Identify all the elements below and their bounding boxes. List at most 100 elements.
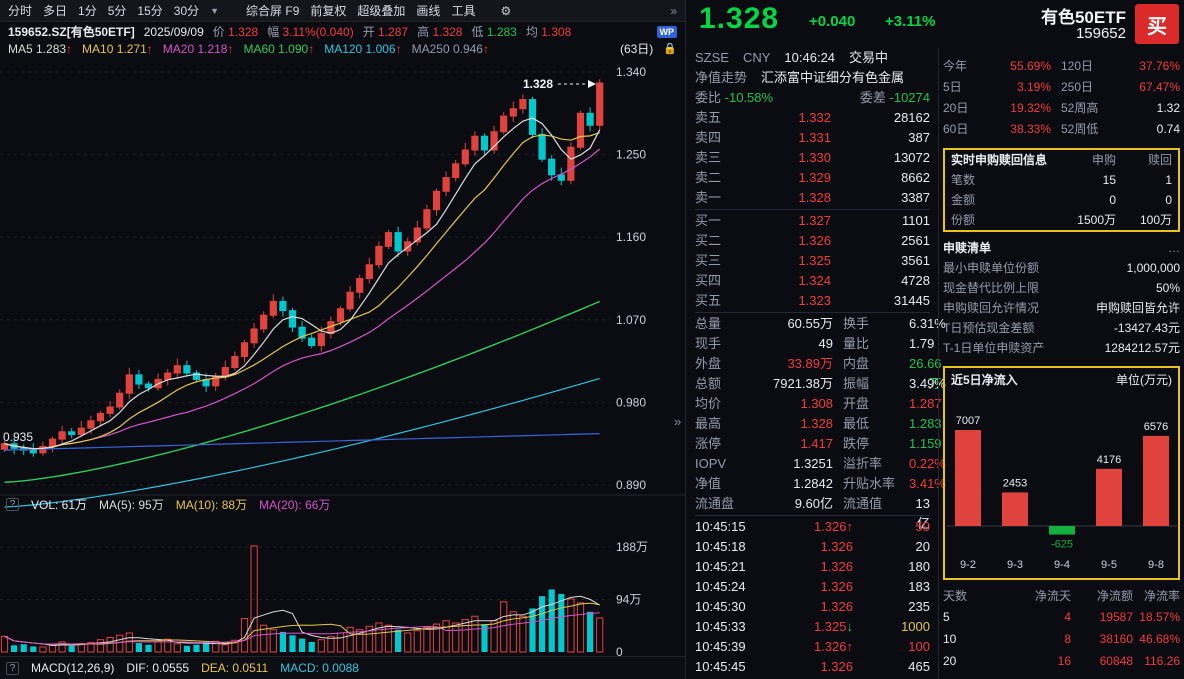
toolbar-tab-0[interactable]: 分时	[8, 4, 33, 18]
ask-row-3[interactable]: 卖三 1.330 13072	[695, 150, 930, 165]
stat-row-7: IOPV 1.3251 溢折率 0.22%	[695, 456, 946, 471]
ask-row-4[interactable]: 卖四 1.331 387	[695, 130, 930, 145]
rt-title: 实时申购赎回信息	[951, 153, 1048, 167]
bid-row-2[interactable]: 买二 1.326 2561	[695, 233, 930, 248]
svg-text:1.160: 1.160	[616, 230, 646, 244]
toolbar-menu-2[interactable]: 超级叠加	[357, 4, 406, 18]
svg-text:188万: 188万	[616, 540, 648, 554]
lock-icon[interactable]: 🔒	[663, 43, 677, 55]
period-returns: 今年 55.69% 120日 37.76% 5日 3.19% 250日 67.47% 20日 19…	[943, 56, 1180, 140]
ma-legend-bar: MA5 1.283↑ MA10 1.271↑ MA20 1.218↑ MA60 1.0…	[0, 40, 685, 57]
quote-info-bar: 159652.SZ[有色50ETF] 2025/09/09 价 1.328 幅 3.1…	[0, 23, 685, 40]
currency-label: CNY	[742, 50, 771, 65]
chevron-down-icon[interactable]: ▼	[210, 5, 220, 16]
help-icon[interactable]: ?	[6, 661, 19, 675]
tick-row-5: 10:45:33 1.325↓ 1000	[695, 619, 930, 634]
vol-legend-item-1: MA(5): 95万	[99, 498, 164, 512]
tick-row-1: 10:45:18 1.326 20	[695, 539, 930, 554]
rt-col-subscribe: 申购	[1091, 153, 1116, 167]
stat-row-0: 总量 60.55万 换手 6.31%	[695, 316, 946, 331]
bid-row-3[interactable]: 买三 1.325 3561	[695, 253, 930, 268]
svg-text:9-5: 9-5	[1101, 559, 1117, 571]
panel-collapse-handle[interactable]: »	[674, 414, 682, 429]
toolbar-menu-1[interactable]: 前复权	[310, 4, 347, 18]
svg-text:4176: 4176	[1097, 454, 1121, 466]
market-time: 10:46:24	[784, 50, 836, 65]
toolbar-menu-4[interactable]: 工具	[451, 4, 476, 18]
redeem-row-2: 申购赎回允许情况 申购赎回皆允许	[943, 301, 1180, 315]
ma-legend-MA120: MA120 1.006↑	[324, 41, 402, 56]
svg-text:7007: 7007	[956, 415, 980, 427]
ma-legend-MA5: MA5 1.283↑	[8, 41, 73, 56]
help-icon[interactable]: ?	[6, 498, 19, 511]
svg-text:0.935: 0.935	[3, 430, 33, 444]
toolbar-tab-5[interactable]: 30分	[173, 4, 200, 18]
quote-header: 1.328 +0.040 +3.11% 有色50ETF 159652 买	[687, 0, 1184, 48]
time-and-sales[interactable]: 10:45:15 1.326↑ 50 10:45:18 1.326 20 10:45:21 1…	[695, 517, 930, 677]
redeem-list-header: 申赎清单 …	[943, 238, 1180, 258]
redeem-row-4: T-1日单位申赎资产 1284212.57元	[943, 341, 1180, 355]
net-inflow-box: 近5日净流入 单位(万元) 7007 9-2 2453 9-3 -625 9-4 4176 9…	[943, 366, 1180, 580]
svg-text:1.070: 1.070	[616, 313, 646, 327]
net-inflow-header: 近5日净流入 单位(万元)	[945, 368, 1178, 392]
stat-row-8: 净值 1.2842 升贴水率 3.41%	[695, 476, 946, 491]
bid-levels: 买一 1.327 1101 买二 1.326 2561 买三 1.325 3561 买四 1.324…	[695, 211, 930, 311]
stat-row-4: 均价 1.308 开盘 1.287	[695, 396, 942, 411]
more-ellipsis-icon[interactable]: …	[1168, 241, 1180, 255]
bid-row-5[interactable]: 买五 1.323 31445	[695, 293, 930, 308]
toolbar-more-icon[interactable]: »	[670, 3, 677, 18]
exchange-label: SZSE	[695, 50, 729, 65]
ask-row-1[interactable]: 卖一 1.328 3387	[695, 190, 930, 205]
bid-ask-diff: 委差 -10274	[859, 90, 930, 105]
ask-row-5[interactable]: 卖五 1.332 28162	[695, 110, 930, 125]
bid-row-4[interactable]: 买四 1.324 4728	[695, 273, 930, 288]
wp-badge[interactable]: WP	[656, 25, 677, 38]
price-change-percent: +3.11%	[885, 13, 936, 30]
svg-text:0: 0	[616, 645, 623, 656]
tick-row-2: 10:45:21 1.326 180	[695, 559, 930, 574]
fund-info-panel: 今年 55.69% 120日 37.76% 5日 3.19% 250日 67.47% 20日 19…	[938, 48, 1184, 679]
quote-detail-panel: SZSE CNY 10:46:24 交易中 净值走势 汇添富中证细分有色金属 委…	[687, 48, 946, 679]
redeem-row-0: 最小申赎单位份额 1,000,000	[943, 261, 1180, 275]
return-row-1: 5日 3.19% 250日 67.47%	[943, 80, 1180, 94]
toolbar-tab-1[interactable]: 多日	[43, 4, 68, 18]
fund-index-link[interactable]: 汇添富中证细分有色金属	[761, 70, 905, 85]
buy-button[interactable]: 买	[1135, 4, 1179, 44]
gear-icon[interactable]: ⚙	[500, 3, 512, 18]
quote-field-低: 低 1.283	[471, 25, 517, 39]
volume-legend-bar: ? VOL: 61万 MA(5): 95万 MA(10): 88万 MA(20): 66…	[0, 497, 330, 512]
svg-text:94万: 94万	[616, 593, 641, 607]
svg-text:-625: -625	[1051, 539, 1073, 551]
flow-table-row-0: 5 4 19587 18.57%	[943, 610, 1180, 624]
macd-legend-item-3: MACD: 0.0088	[280, 661, 359, 675]
rt-col-redeem: 赎回	[1147, 153, 1172, 167]
rt-row-金额: 金额 0 0	[951, 193, 1172, 207]
price-change: +0.040	[809, 13, 856, 30]
toolbar-tab-2[interactable]: 1分	[78, 4, 97, 18]
flow-table-row-1: 10 8 38160 46.68%	[943, 632, 1180, 646]
redeem-list: 最小申赎单位份额 1,000,000 现金替代比例上限 50% 申购赎回允许情况 申购赎回…	[943, 258, 1180, 358]
ask-row-2[interactable]: 卖二 1.329 8662	[695, 170, 930, 185]
toolbar-menu-0[interactable]: 综合屏 F9	[246, 4, 300, 18]
tick-row-7: 10:45:45 1.326 465	[695, 659, 930, 674]
toolbar-menu-3[interactable]: 画线	[416, 4, 441, 18]
return-row-0: 今年 55.69% 120日 37.76%	[943, 59, 1180, 73]
redeem-list-title: 申赎清单	[943, 241, 992, 255]
vol-legend-item-3: MA(20): 66万	[259, 498, 331, 512]
flow-table-header: 天数 净流天 净流额 净流率	[943, 589, 1180, 603]
candlestick-chart[interactable]: 1.340 1.250 1.160 1.070 0.980 0.890 188万 94万 0 1.…	[0, 57, 686, 656]
toolbar-tab-4[interactable]: 15分	[137, 4, 163, 18]
stat-row-2: 外盘 33.89万 内盘 26.66万	[695, 356, 942, 391]
ticks-divider	[695, 515, 930, 516]
toolbar-tab-3[interactable]: 5分	[107, 4, 127, 18]
redeem-row-1: 现金替代比例上限 50%	[943, 281, 1180, 295]
macd-legend-bar: ? MACD(12,26,9) DIF: 0.0555 DEA: 0.0511 MACD…	[0, 656, 685, 679]
ma-legend-MA20: MA20 1.218↑	[162, 41, 234, 56]
bid-row-1[interactable]: 买一 1.327 1101	[695, 213, 930, 228]
svg-text:2453: 2453	[1003, 477, 1027, 489]
chart-panel: 分时 多日 1分 5分 15分 30分 ▼ 综合屏 F9 前复权 超级叠加 画线 工具 ⚙ » 15965…	[0, 0, 686, 679]
return-row-3: 60日 38.33% 52周低 0.74	[943, 122, 1180, 136]
tick-row-4: 10:45:30 1.326 235	[695, 599, 930, 614]
macd-legend-item-0: MACD(12,26,9)	[31, 661, 115, 675]
svg-text:1.250: 1.250	[616, 148, 646, 162]
